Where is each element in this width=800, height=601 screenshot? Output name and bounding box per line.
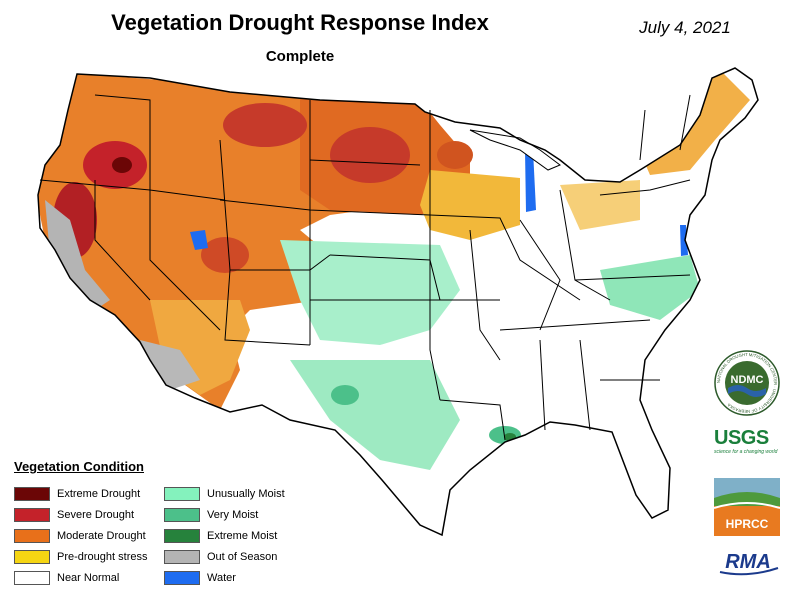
severe-drought-minnesota — [437, 141, 473, 169]
legend-item-moderate-drought: Moderate Drought — [14, 528, 146, 544]
usgs-tagline: science for a changing world — [714, 449, 778, 455]
map-subtitle: Complete — [265, 48, 335, 65]
hprcc-label: HPRCC — [726, 517, 769, 531]
legend-swatch — [14, 508, 50, 522]
ndmc-label: NDMC — [731, 374, 764, 386]
unusually-moist-plains — [280, 240, 460, 345]
legend-label: Pre-drought stress — [57, 551, 148, 563]
legend-label: Very Moist — [207, 509, 259, 521]
legend-swatch — [14, 529, 50, 543]
legend-swatch — [14, 487, 50, 501]
map-title: Vegetation Drought Response Index — [111, 10, 489, 35]
unusually-moist-texas — [290, 360, 460, 470]
legend-label: Unusually Moist — [207, 488, 285, 500]
legend-label: Extreme Drought — [57, 488, 141, 500]
legend-item-water: Water — [164, 570, 236, 586]
state-boundaries — [39, 94, 691, 441]
legend-item-unusually-moist: Unusually Moist — [164, 486, 285, 502]
legend-swatch — [164, 487, 200, 501]
legend-label: Severe Drought — [57, 509, 135, 521]
legend-label: Extreme Moist — [207, 530, 278, 542]
legend-item-severe-drought: Severe Drought — [14, 507, 134, 523]
legend-swatch — [14, 571, 50, 585]
great-lakes-water — [469, 129, 561, 171]
legend-swatch — [164, 508, 200, 522]
legend-swatch — [14, 550, 50, 564]
legend-item-extreme-moist: Extreme Moist — [164, 528, 277, 544]
severe-drought-montana — [223, 103, 307, 147]
usgs-logo: USGS science for a changing world — [714, 428, 786, 462]
legend-item-near-normal: Near Normal — [14, 570, 119, 586]
extreme-drought-oregon — [112, 157, 132, 173]
severe-drought-utah — [201, 237, 249, 273]
legend-label: Moderate Drought — [57, 530, 146, 542]
ndmc-logo: NDMC NATIONAL DROUGHT MITIGATION CENTER … — [714, 350, 780, 416]
legend-swatch — [164, 550, 200, 564]
legend-item-very-moist: Very Moist — [164, 507, 258, 523]
unusually-moist-carolina — [600, 255, 700, 320]
legend: Vegetation Condition Extreme Drought Sev… — [14, 459, 314, 594]
lake-michigan-water — [525, 150, 536, 212]
usgs-label: USGS — [714, 427, 769, 449]
very-moist-texas — [331, 385, 359, 405]
legend-swatch — [164, 571, 200, 585]
great-salt-lake-water — [190, 230, 208, 250]
rma-label: RMA — [725, 551, 771, 573]
out-of-season-arizona — [140, 340, 200, 390]
out-of-season-california — [45, 200, 110, 310]
legend-label: Out of Season — [207, 551, 278, 563]
pre-drought-region-midwest — [420, 170, 520, 240]
severe-drought-dakota — [330, 127, 410, 183]
map-date: July 4, 2021 — [639, 18, 731, 37]
legend-swatch — [164, 529, 200, 543]
legend-label: Near Normal — [57, 572, 120, 584]
legend-item-out-of-season: Out of Season — [164, 549, 277, 565]
legend-title: Vegetation Condition — [14, 459, 144, 474]
legend-item-extreme-drought: Extreme Drought — [14, 486, 140, 502]
legend-label: Water — [207, 572, 236, 584]
hprcc-logo: HPRCC — [714, 478, 780, 536]
rma-logo: RMA — [719, 551, 779, 576]
legend-item-pre-drought: Pre-drought stress — [14, 549, 147, 565]
